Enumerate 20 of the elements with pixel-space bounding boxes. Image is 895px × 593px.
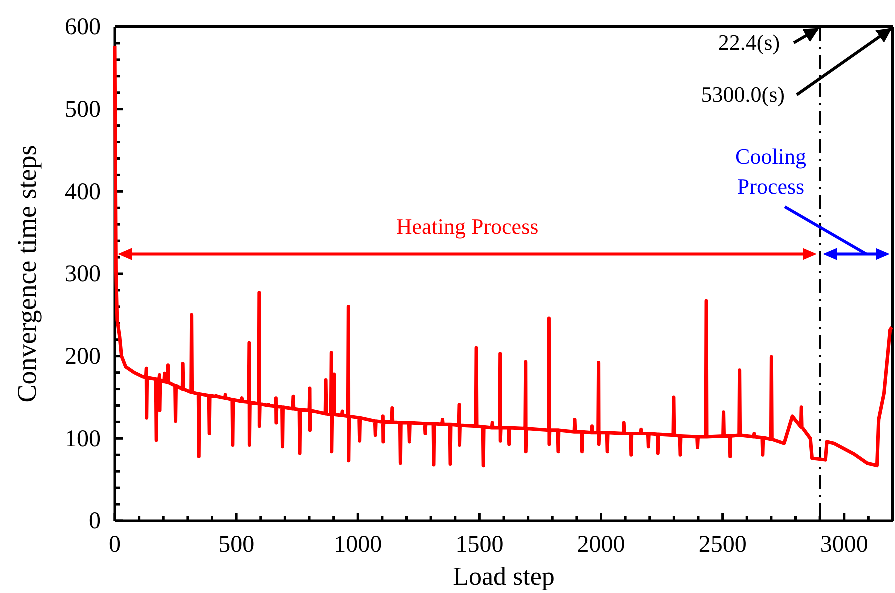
y-axis-title: Convergence time steps	[12, 145, 42, 403]
y-tick-label: 400	[65, 179, 101, 206]
x-tick-label: 500	[218, 532, 255, 558]
y-tick-label: 100	[65, 426, 101, 452]
x-tick-label: 0	[109, 532, 121, 558]
y-tick-label: 600	[65, 14, 101, 41]
y-tick-label: 0	[89, 508, 101, 535]
y-tick-label: 300	[65, 262, 101, 288]
x-tick-label: 2500	[698, 532, 747, 558]
y-tick-label: 200	[65, 344, 101, 370]
x-tick-label: 2000	[577, 532, 626, 558]
annotation: 22.4(s)	[718, 30, 780, 55]
annotation: Cooling Process	[736, 144, 806, 199]
y-tick-label: 500	[65, 97, 101, 124]
x-tick-label: 1000	[334, 532, 382, 558]
x-tick-label: 3000	[820, 532, 868, 558]
annotation: 5300.0(s)	[701, 82, 785, 107]
annotation: Heating Process	[396, 214, 539, 240]
x-axis-title: Load step	[453, 562, 555, 591]
x-tick-label: 1500	[456, 532, 504, 558]
